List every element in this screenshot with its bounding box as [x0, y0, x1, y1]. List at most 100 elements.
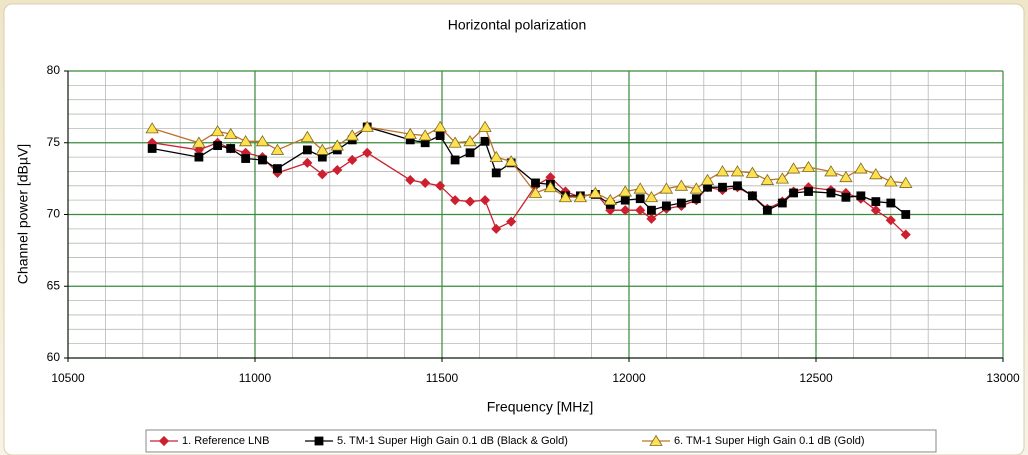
y-tick-label: 75 — [47, 135, 61, 149]
data-point — [465, 148, 475, 158]
data-point — [558, 191, 573, 203]
data-point — [620, 205, 631, 216]
legend-marker — [314, 436, 324, 446]
data-point — [733, 181, 742, 191]
y-tick-label: 70 — [47, 207, 61, 221]
data-point — [856, 191, 866, 201]
x-tick-label: 11500 — [426, 371, 459, 385]
data-point — [479, 195, 491, 206]
data-point — [450, 155, 460, 165]
data-point — [226, 144, 236, 153]
data-point — [900, 229, 911, 240]
legend-label: 1. Reference LNB — [182, 435, 269, 447]
data-point — [824, 165, 838, 177]
data-point — [435, 180, 446, 191]
series-line — [152, 126, 907, 216]
data-point — [273, 164, 282, 173]
data-point — [255, 135, 270, 147]
data-point — [330, 139, 344, 151]
data-point — [691, 194, 701, 204]
data-point — [491, 223, 502, 234]
data-point — [345, 129, 359, 141]
data-point — [147, 144, 157, 153]
data-point — [223, 127, 238, 140]
legend-marker — [649, 434, 663, 446]
data-point — [302, 145, 312, 155]
data-point — [238, 135, 253, 147]
x-tick-label: 13000 — [986, 371, 1020, 385]
data-point — [543, 180, 558, 193]
data-point — [620, 195, 630, 205]
data-point — [362, 147, 373, 158]
data-point — [360, 120, 374, 132]
data-point — [886, 198, 896, 208]
data-point — [194, 152, 204, 162]
data-point — [884, 175, 898, 187]
data-point — [730, 165, 745, 177]
x-tick-label: 12000 — [612, 371, 646, 385]
data-point — [506, 216, 517, 227]
legend-box — [145, 429, 937, 453]
data-point — [644, 191, 659, 203]
data-point — [433, 120, 447, 132]
data-point — [418, 129, 432, 141]
data-point — [531, 178, 540, 188]
data-point — [491, 168, 501, 178]
data-point — [448, 136, 462, 148]
data-point — [674, 179, 689, 191]
data-point — [777, 198, 787, 208]
data-point — [213, 141, 223, 151]
data-point — [646, 213, 657, 224]
data-point — [420, 177, 431, 188]
data-point — [489, 150, 503, 163]
data-point — [700, 173, 715, 185]
data-point — [635, 194, 645, 204]
data-point — [775, 172, 790, 184]
data-point — [647, 205, 656, 215]
y-tick-label: 80 — [47, 63, 61, 77]
data-point — [633, 182, 647, 194]
data-point — [270, 143, 285, 155]
data-point — [804, 187, 813, 196]
legend-label: 6. TM-1 Super High Gain 0.1 dB (Gold) — [674, 435, 865, 447]
data-point — [588, 186, 603, 198]
data-point — [635, 205, 646, 216]
data-point — [192, 136, 206, 148]
data-point — [760, 173, 775, 185]
data-point — [854, 162, 868, 174]
data-point — [347, 154, 358, 166]
data-point — [528, 186, 543, 198]
data-point — [885, 215, 896, 226]
data-point — [302, 157, 313, 168]
data-point — [435, 131, 445, 140]
y-axis-label: Channel power [dBµV] — [15, 144, 31, 284]
data-point — [841, 192, 851, 202]
data-point — [689, 182, 704, 194]
y-tick-label: 65 — [47, 278, 61, 292]
data-point — [826, 188, 836, 198]
x-tick-label: 10500 — [51, 371, 85, 385]
data-point — [450, 195, 461, 206]
data-point — [762, 205, 772, 215]
x-tick-label: 12500 — [799, 371, 833, 385]
data-point — [258, 155, 267, 165]
data-point — [480, 136, 490, 146]
data-point — [786, 162, 801, 174]
data-point — [870, 205, 881, 216]
data-point — [662, 201, 671, 211]
series-line — [151, 125, 906, 201]
x-axis-label: Frequency [MHz] — [487, 399, 594, 415]
data-point — [210, 124, 225, 137]
data-point — [715, 165, 730, 177]
chart-title: Horizontal polarization — [448, 17, 587, 33]
legend-marker — [158, 435, 170, 447]
series-line — [152, 142, 907, 236]
data-point — [869, 168, 883, 180]
data-point — [504, 155, 518, 167]
data-point — [789, 188, 798, 198]
data-point — [745, 166, 760, 178]
data-point — [315, 143, 330, 155]
legend-label: 5. TM-1 Super High Gain 0.1 dB (Black & … — [337, 435, 568, 447]
data-point — [718, 182, 727, 192]
